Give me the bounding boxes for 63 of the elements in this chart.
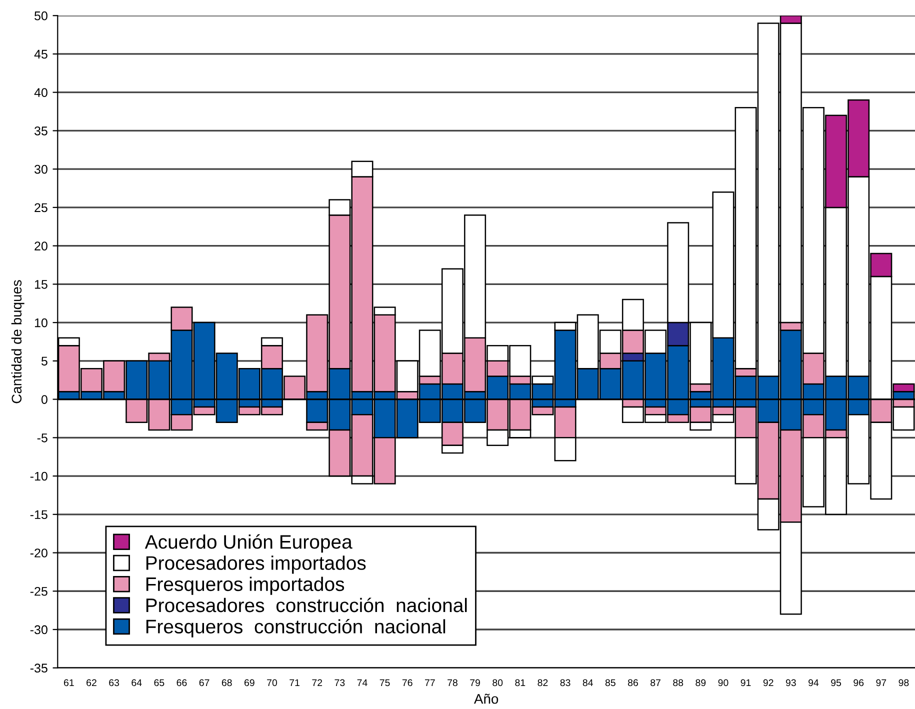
x-tick-label: 64 — [132, 679, 142, 686]
y-tick-label: 10 — [34, 318, 48, 328]
legend-label: Fresqueros importados — [146, 576, 344, 595]
y-axis-title: Cantidad de buques — [11, 280, 24, 404]
x-tick-label: 92 — [763, 679, 774, 686]
x-tick-label: 85 — [605, 679, 616, 686]
x-tick-label: 72 — [312, 679, 322, 686]
y-tick-label: 40 — [34, 88, 48, 97]
x-tick-label: 84 — [582, 679, 593, 686]
x-tick-label: 94 — [808, 679, 819, 686]
x-tick-label: 61 — [64, 679, 74, 686]
x-tick-label: 81 — [515, 679, 526, 686]
y-tick-label: -30 — [30, 625, 48, 634]
x-tick-label: 89 — [696, 679, 706, 686]
y-tick-label: -10 — [30, 472, 48, 481]
legend-label: Fresqueros construcción nacional — [146, 618, 446, 638]
y-tick-label: 30 — [34, 164, 48, 174]
y-tick-label: -20 — [30, 548, 48, 558]
x-tick-label: 70 — [267, 679, 278, 686]
x-tick-label: 83 — [560, 679, 570, 686]
y-tick-label: 0 — [41, 395, 48, 404]
x-tick-label: 80 — [492, 679, 503, 686]
y-tick-label: 25 — [34, 203, 48, 212]
legend-label: Acuerdo Unión Europea — [144, 534, 352, 553]
x-tick-label: 66 — [176, 679, 187, 686]
x-tick-label: 69 — [244, 679, 254, 686]
x-tick-label: 95 — [831, 679, 842, 686]
legend-label: Procesadores construcción nacional — [146, 598, 467, 612]
x-tick-label: 90 — [718, 679, 728, 686]
x-tick-label: 75 — [380, 679, 390, 686]
y-tick-label: 20 — [34, 242, 48, 250]
legend-label: Procesadores importados — [146, 556, 366, 574]
x-tick-label: 67 — [199, 679, 210, 686]
y-tick-label: -15 — [30, 510, 48, 520]
x-tick-label: 68 — [222, 679, 232, 686]
x-tick-label: 82 — [538, 679, 548, 686]
y-tick-label: -25 — [30, 586, 48, 596]
x-tick-label: 93 — [786, 679, 796, 686]
x-tick-label: 71 — [290, 679, 300, 686]
x-tick-label: 73 — [334, 679, 345, 686]
x-tick-label: 62 — [86, 679, 96, 686]
x-axis-title: Año — [474, 694, 498, 704]
x-tick-label: 76 — [402, 679, 412, 686]
x-tick-label: 97 — [876, 679, 886, 686]
y-tick-label: 35 — [34, 126, 48, 136]
x-tick-label: 91 — [740, 679, 751, 686]
x-tick-label: 77 — [425, 679, 435, 686]
y-tick-label: 45 — [34, 50, 48, 59]
x-tick-label: 96 — [854, 679, 864, 686]
x-tick-label: 87 — [650, 679, 660, 686]
x-tick-label: 88 — [673, 679, 684, 686]
y-tick-label: 5 — [41, 356, 48, 366]
x-tick-label: 98 — [898, 679, 909, 686]
y-tick-label: 15 — [34, 280, 48, 289]
y-tick-label: 50 — [34, 11, 48, 20]
x-tick-label: 79 — [470, 679, 480, 686]
x-tick-label: 78 — [448, 679, 458, 686]
x-tick-label: 63 — [109, 679, 120, 686]
x-tick-label: 86 — [628, 679, 638, 686]
x-tick-label: 65 — [154, 679, 164, 686]
x-tick-label: 74 — [357, 679, 368, 686]
y-tick-label: -5 — [37, 434, 48, 442]
y-tick-label: -35 — [30, 664, 48, 673]
